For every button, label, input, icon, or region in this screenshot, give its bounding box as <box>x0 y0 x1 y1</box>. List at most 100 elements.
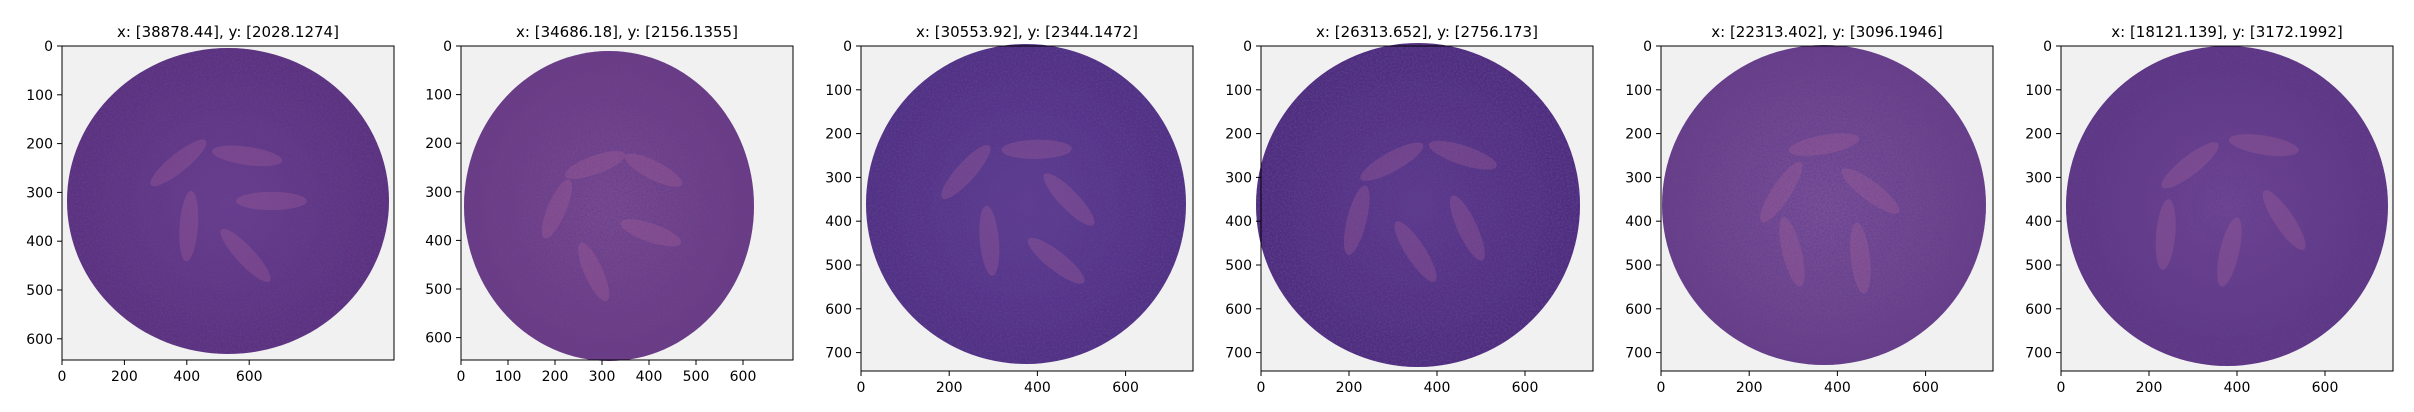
x-tick-label: 200 <box>2136 380 2163 396</box>
stroma-region <box>1343 185 1370 255</box>
stroma-region <box>1043 173 1095 226</box>
x-tick-label: 0 <box>58 369 67 385</box>
stroma-region <box>1001 139 1072 159</box>
x-tick-label: 400 <box>1424 380 1451 396</box>
stroma-region <box>1760 161 1803 223</box>
x-tick-label: 400 <box>2224 380 2251 396</box>
y-tick-label: 100 <box>2025 83 2052 99</box>
y-tick-label: 300 <box>425 185 452 201</box>
x-tick-label: 0 <box>1657 380 1666 396</box>
stroma-region <box>150 139 207 187</box>
stroma-region <box>2228 134 2299 157</box>
y-tick-label: 0 <box>44 39 53 55</box>
x-tick-label: 400 <box>1024 380 1051 396</box>
stroma-region <box>1428 140 1497 170</box>
y-tick-label: 600 <box>1625 302 1652 318</box>
y-tick-label: 300 <box>825 170 852 186</box>
stroma-region <box>564 150 626 179</box>
x-tick-label: 0 <box>1257 380 1266 396</box>
stroma-region <box>1449 195 1485 261</box>
tissue-core-image <box>464 51 754 361</box>
stroma-region <box>2217 217 2242 287</box>
x-tick-label: 200 <box>111 369 138 385</box>
x-tick-label: 600 <box>1512 380 1539 396</box>
tissue-core-image <box>2066 46 2388 366</box>
x-tick-label: 0 <box>2057 380 2066 396</box>
tissue-core-image <box>1256 43 1580 367</box>
x-tick-label: 100 <box>495 369 522 385</box>
panel-title: x: [18121.139], y: [3172.1992] <box>2111 23 2342 41</box>
x-tick-label: 0 <box>857 380 866 396</box>
tissue-panel-4: x: [26313.652], y: [2756.173] 0 200 400 600 0… <box>1225 23 1594 396</box>
stroma-region <box>941 145 991 199</box>
y-tick-label: 200 <box>825 127 852 143</box>
y-tick-label: 200 <box>1625 127 1652 143</box>
stroma-region <box>212 145 283 167</box>
x-tick-label: 200 <box>1736 380 1763 396</box>
y-tick-label: 400 <box>26 234 53 250</box>
y-tick-label: 600 <box>1225 302 1252 318</box>
x-tick-label: 600 <box>1112 380 1139 396</box>
stroma-region <box>1360 142 1424 181</box>
y-tick-label: 700 <box>1625 346 1652 362</box>
x-tick-label: 600 <box>236 369 263 385</box>
stroma-region <box>624 153 683 187</box>
axes-frame <box>1260 45 1594 372</box>
y-tick-label: 0 <box>1243 39 1252 55</box>
y-tick-label: 200 <box>425 136 452 152</box>
y-tick-label: 200 <box>26 137 53 153</box>
y-tick-label: 600 <box>825 302 852 318</box>
stroma-region <box>179 190 199 262</box>
tissue-core-image <box>67 48 389 354</box>
axes-frame <box>2060 45 2394 372</box>
x-tick-label: 600 <box>2312 380 2339 396</box>
x-tick-label: 0 <box>457 369 466 385</box>
tissue-panel-6: x: [18121.139], y: [3172.1992] 0 200 400 600… <box>2025 23 2394 396</box>
y-tick-label: 300 <box>1225 170 1252 186</box>
x-tick-label: 400 <box>636 369 663 385</box>
y-tick-label: 600 <box>2025 302 2052 318</box>
y-tick-label: 500 <box>26 283 53 299</box>
axes-frame <box>1660 45 1994 372</box>
tissue-panel-2: x: [34686.18], y: [2156.1355] 0 100 200 300 4… <box>425 23 794 385</box>
y-tick-label: 500 <box>2025 258 2052 274</box>
y-tick-label: 400 <box>2025 214 2052 230</box>
y-tick-label: 100 <box>825 83 852 99</box>
y-tick-label: 100 <box>425 88 452 104</box>
y-tick-label: 0 <box>843 39 852 55</box>
stroma-region <box>979 205 1000 276</box>
panel-title: x: [22313.402], y: [3096.1946] <box>1711 23 1942 41</box>
axes-frame <box>460 45 794 361</box>
y-tick-label: 500 <box>1625 258 1652 274</box>
y-tick-label: 500 <box>825 258 852 274</box>
stroma-region <box>236 191 307 211</box>
tissue-panel-1: x: [38878.44], y: [2028.1274] 0 200 400 600 0… <box>26 23 395 385</box>
tissue-panel-5: x: [22313.402], y: [3096.1946] 0 200 400 600… <box>1625 23 1994 396</box>
y-tick-label: 0 <box>2043 39 2052 55</box>
y-tick-label: 600 <box>425 331 452 347</box>
stroma-region <box>620 219 682 247</box>
panel-title: x: [38878.44], y: [2028.1274] <box>117 23 339 41</box>
axes-frame <box>860 45 1194 372</box>
y-tick-label: 600 <box>26 332 53 348</box>
stroma-region <box>1779 217 1805 287</box>
tissue-core-image <box>866 44 1186 364</box>
stroma-region <box>1788 133 1860 156</box>
tissue-core-image <box>1662 45 1986 365</box>
y-tick-label: 700 <box>2025 346 2052 362</box>
y-tick-label: 0 <box>1643 39 1652 55</box>
tissue-panel-3: x: [30553.92], y: [2344.1472] 0 200 400 600 0… <box>825 23 1194 396</box>
x-tick-label: 300 <box>589 369 616 385</box>
x-tick-label: 400 <box>173 369 200 385</box>
y-tick-label: 700 <box>825 346 852 362</box>
y-tick-label: 200 <box>1225 127 1252 143</box>
x-tick-label: 200 <box>936 380 963 396</box>
stroma-region <box>1841 168 1900 214</box>
y-tick-label: 0 <box>443 39 452 55</box>
y-tick-label: 300 <box>26 185 53 201</box>
x-tick-label: 600 <box>1912 380 1939 396</box>
x-tick-label: 400 <box>1824 380 1851 396</box>
y-tick-label: 400 <box>1625 214 1652 230</box>
stroma-region <box>1027 237 1085 284</box>
